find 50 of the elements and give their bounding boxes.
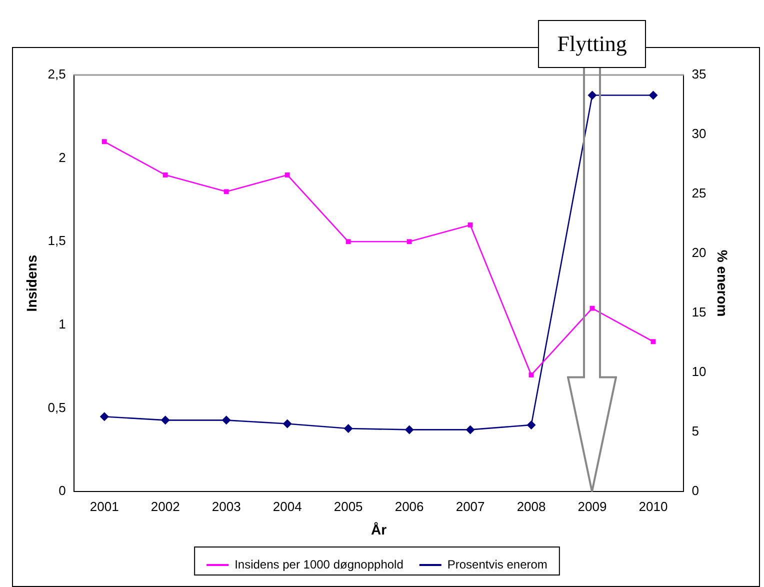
- legend-label: Prosentvis enerom: [447, 557, 548, 572]
- point: [590, 306, 595, 311]
- point: [648, 90, 658, 100]
- point: [468, 222, 473, 228]
- x-tick-label: 2005: [334, 498, 363, 514]
- y2-tick-label: 10: [692, 364, 706, 380]
- x-tick-label: 2004: [272, 498, 302, 514]
- point: [588, 90, 597, 100]
- y2-axis-title: % enerom: [714, 250, 731, 317]
- x-tick-label: 2006: [394, 498, 424, 514]
- x-tick-label: 2009: [578, 498, 607, 514]
- point: [160, 416, 170, 425]
- x-tick-label: 2001: [90, 498, 119, 514]
- y-tick-label: 1,5: [48, 233, 66, 248]
- y2-tick-label: 15: [692, 304, 706, 320]
- point: [346, 239, 351, 244]
- x-tick-label: 2007: [456, 498, 485, 514]
- legend-label: Insidens per 1000 døgnopphold: [234, 557, 404, 572]
- y-tick-label: 0: [58, 483, 66, 498]
- point: [404, 425, 414, 434]
- point: [100, 412, 109, 422]
- y2-tick-label: 0: [692, 483, 699, 498]
- y2-tick-label: 25: [692, 186, 706, 201]
- y-axis-title: Insidens: [23, 254, 40, 312]
- x-tick-label: 2003: [212, 498, 241, 514]
- x-tick-label: 2008: [516, 498, 546, 514]
- y-tick-label: 0,5: [48, 400, 66, 415]
- point: [526, 420, 536, 430]
- y-tick-label: 1: [58, 316, 66, 332]
- point: [162, 172, 168, 178]
- point: [650, 339, 656, 344]
- point: [282, 419, 292, 428]
- point: [528, 372, 534, 378]
- y-tick-label: 2: [58, 150, 66, 165]
- point: [406, 239, 412, 244]
- y2-tick-label: 5: [692, 424, 699, 439]
- point: [222, 416, 231, 425]
- y2-tick-label: 20: [692, 245, 706, 260]
- y-tick-label: 2,5: [48, 66, 66, 82]
- x-tick-label: 2010: [638, 498, 668, 514]
- point: [284, 172, 290, 178]
- y2-tick-label: 30: [692, 126, 706, 142]
- x-tick-label: 2002: [150, 498, 180, 514]
- text: Flytting: [538, 20, 646, 68]
- point: [466, 425, 475, 434]
- x-axis-title: År: [371, 521, 388, 538]
- point: [344, 424, 353, 434]
- point: [224, 189, 229, 194]
- y2-tick-label: 35: [692, 66, 706, 82]
- point: [102, 139, 107, 144]
